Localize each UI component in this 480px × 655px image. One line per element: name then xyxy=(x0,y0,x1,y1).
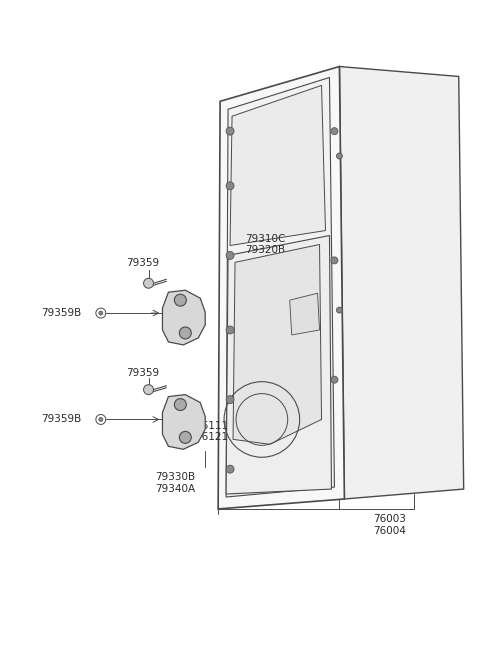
Circle shape xyxy=(336,153,342,159)
Circle shape xyxy=(144,278,154,288)
Polygon shape xyxy=(339,67,464,499)
Text: 79359: 79359 xyxy=(126,367,159,378)
Circle shape xyxy=(226,396,234,403)
Circle shape xyxy=(331,376,338,383)
Polygon shape xyxy=(226,236,332,494)
Polygon shape xyxy=(162,290,205,345)
Text: 76111
76121: 76111 76121 xyxy=(195,421,228,442)
Polygon shape xyxy=(233,244,322,444)
Circle shape xyxy=(174,294,186,306)
Circle shape xyxy=(226,326,234,334)
Polygon shape xyxy=(226,77,335,497)
Circle shape xyxy=(180,327,192,339)
Circle shape xyxy=(99,311,103,315)
Circle shape xyxy=(174,399,186,411)
Text: 79359: 79359 xyxy=(126,258,159,269)
Polygon shape xyxy=(162,394,205,449)
Polygon shape xyxy=(218,67,344,509)
Circle shape xyxy=(226,182,234,190)
Text: 76003
76004: 76003 76004 xyxy=(372,514,406,536)
Circle shape xyxy=(99,417,103,421)
Text: 79330B
79340A: 79330B 79340A xyxy=(156,472,195,494)
Circle shape xyxy=(180,432,192,443)
Circle shape xyxy=(226,252,234,259)
Circle shape xyxy=(331,128,338,135)
Text: 79310C
79320B: 79310C 79320B xyxy=(245,234,285,255)
Circle shape xyxy=(331,257,338,264)
Text: 79359B: 79359B xyxy=(41,415,82,424)
Circle shape xyxy=(226,127,234,135)
Polygon shape xyxy=(230,85,325,246)
Circle shape xyxy=(144,384,154,394)
Polygon shape xyxy=(290,293,320,335)
Text: 79359B: 79359B xyxy=(41,308,82,318)
Circle shape xyxy=(226,465,234,473)
Circle shape xyxy=(336,307,342,313)
